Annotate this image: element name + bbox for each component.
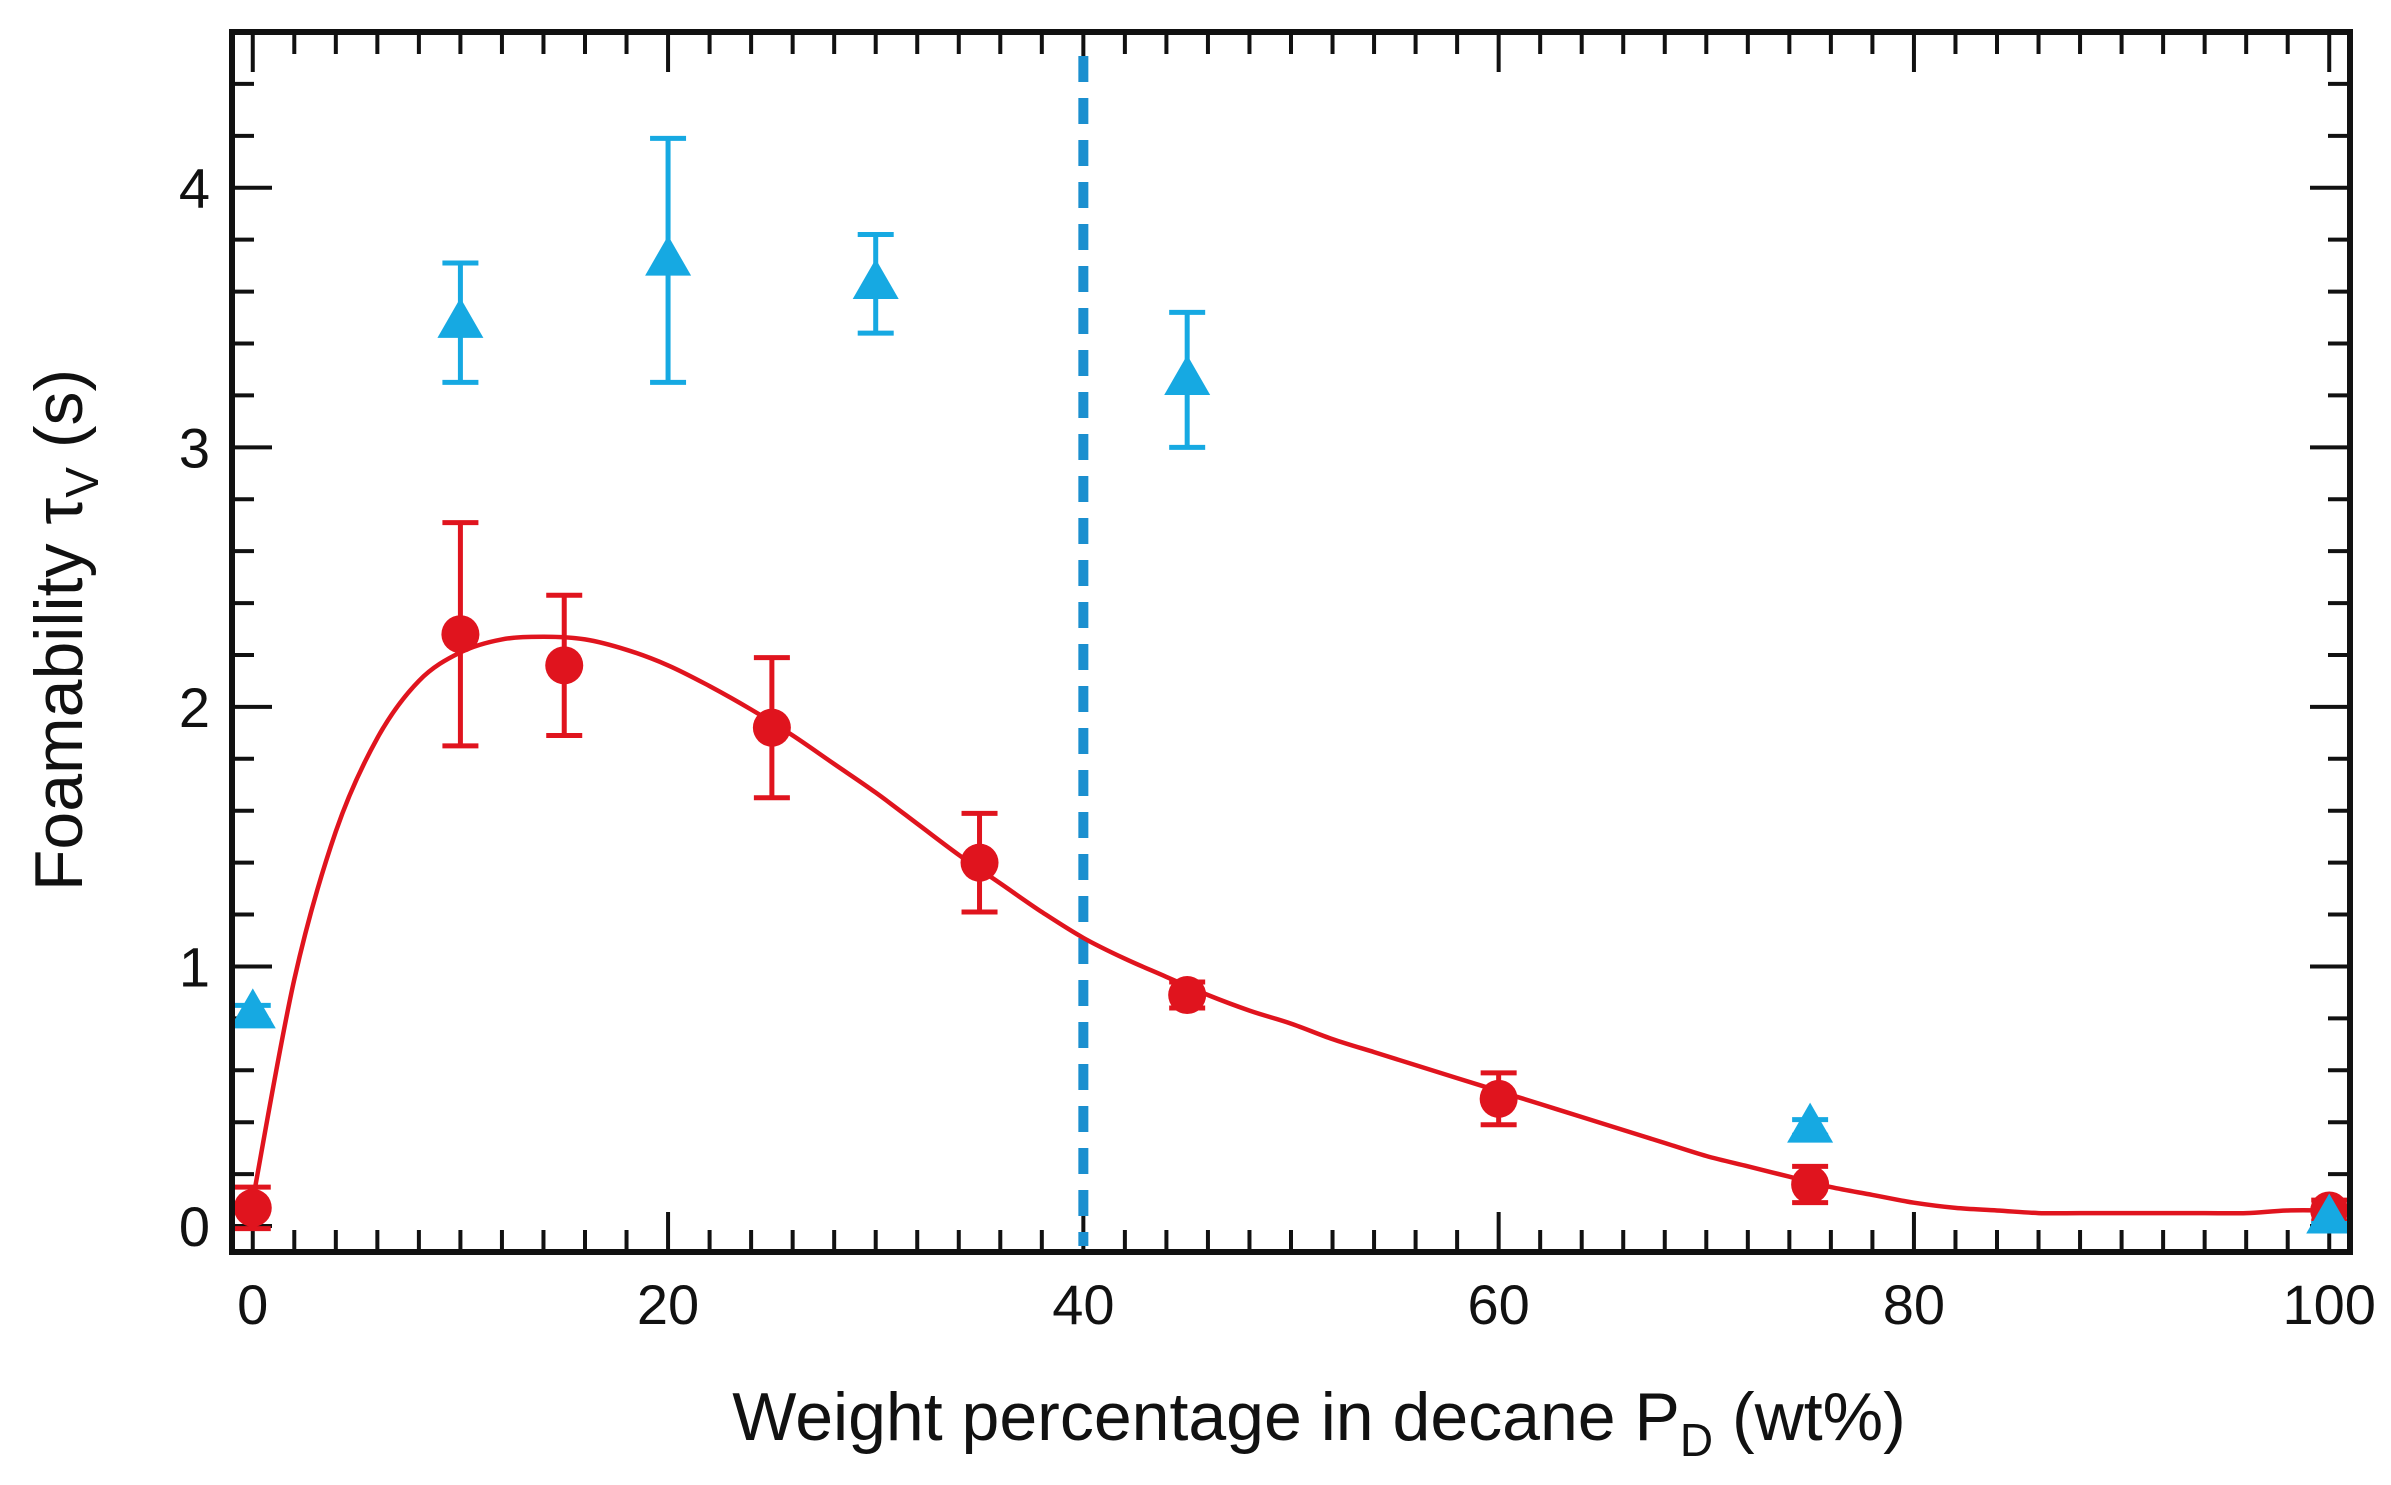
fit-curve [250,634,2330,1216]
y-tick-label: 4 [179,157,210,220]
x-axis-title-main: Weight percentage in decane P [732,1379,1680,1455]
y-axis-title-main: Foamability τ [21,498,97,892]
data-point-circle [233,1188,272,1227]
x-axis-title: Weight percentage in decane PD (wt%) [732,1379,1906,1466]
x-tick-label: 60 [1467,1273,1529,1336]
y-axis-title-subscript: V [56,467,108,498]
data-point-circle [545,646,584,685]
data-point-triangle [1787,1102,1834,1143]
x-tick-label: 20 [637,1273,699,1336]
fit-curve-group [250,634,2330,1216]
y-tick-label: 2 [179,676,210,739]
data-point-triangle [437,297,484,338]
y-axis-title: Foamability τV (s) [21,369,108,891]
y-tick-labels: 0 1 2 3 4 [179,157,210,1258]
data-point-circle [1168,976,1207,1015]
data-point-triangle [229,988,276,1029]
data-point-circle [960,843,999,882]
x-tick-label: 40 [1052,1273,1114,1336]
markers-group [229,235,2353,1234]
plot-frame [229,29,2353,1255]
data-point-circle [1479,1079,1518,1118]
y-tick-label: 0 [179,1195,210,1258]
data-point-triangle [2306,1193,2353,1234]
data-point-triangle [1164,355,1211,395]
y-tick-label: 1 [179,935,210,998]
x-axis-title-subscript: D [1680,1414,1713,1466]
x-tick-label: 0 [237,1273,268,1336]
x-axis-title-unit: (wt%) [1713,1379,1906,1455]
data-point-circle [1791,1165,1830,1204]
x-tick-labels: 0 20 40 60 80 100 [237,1273,2376,1336]
x-tick-label: 80 [1883,1273,1945,1336]
data-point-triangle [852,259,899,299]
y-tick-label: 3 [179,416,210,479]
data-point-circle [752,708,791,747]
data-point-triangle [645,235,692,276]
data-point-circle [441,615,480,654]
x-tick-label: 100 [2283,1273,2376,1336]
y-axis-title-unit: (s) [21,369,97,467]
